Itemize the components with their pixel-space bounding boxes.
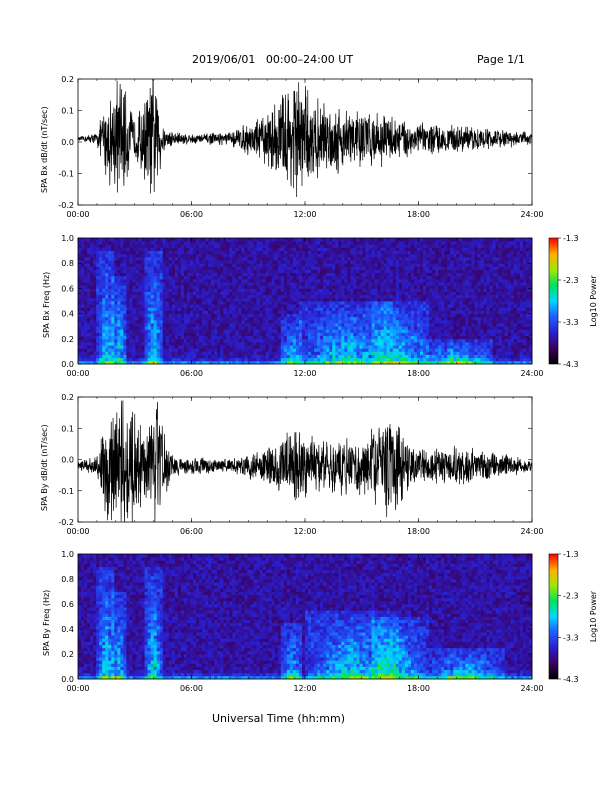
colorbar (548, 237, 559, 365)
colorbar-tick-label: -3.3 (563, 318, 579, 327)
y-tick-label: 0.0 (61, 456, 74, 465)
x-tick-label: 24:00 (520, 210, 543, 219)
colorbar-label: Log10 Power (589, 275, 598, 327)
y-tick-label: 0.8 (61, 259, 74, 268)
spectrogram (78, 554, 533, 680)
x-tick-label: 12:00 (293, 527, 316, 536)
y-tick-label: 0.2 (61, 75, 74, 84)
page-title: 2019/06/01 00:00–24:00 UT (192, 53, 354, 66)
x-tick-label: 24:00 (520, 369, 543, 378)
colorbar-tick-label: -1.3 (563, 234, 579, 243)
colorbar-tick-label: -1.3 (563, 550, 579, 559)
y-tick-label: -0.2 (58, 518, 74, 527)
x-tick-label: 00:00 (66, 527, 89, 536)
y-tick-label: 0.2 (61, 650, 74, 659)
x-tick-label: 12:00 (293, 369, 316, 378)
x-tick-label: 18:00 (407, 684, 430, 693)
y-tick-label: 0.4 (61, 625, 74, 634)
y-tick-label: 0.0 (61, 138, 74, 147)
colorbar-label: Log10 Power (589, 590, 598, 642)
y-tick-label: 0.2 (61, 393, 74, 402)
x-tick-label: 24:00 (520, 684, 543, 693)
x-tick-label: 12:00 (293, 684, 316, 693)
x-tick-label: 00:00 (66, 210, 89, 219)
y-tick-label: 1.0 (61, 550, 74, 559)
colorbar-tick-label: -2.3 (563, 276, 579, 285)
x-axis-title: Universal Time (hh:mm) (212, 712, 345, 725)
x-tick-label: 00:00 (66, 369, 89, 378)
x-tick-label: 00:00 (66, 684, 89, 693)
panel-2: -1.3 -2.3 -3.3 -4.3 Log10 Power 00:00 06:00 12:… (61, 234, 598, 378)
panel-4: -1.3 -2.3 -3.3 -4.3 Log10 Power 00:00 06:00 12:… (61, 550, 598, 693)
y-tick-label: 0.1 (61, 107, 74, 116)
y-tick-label: 0.6 (61, 600, 74, 609)
x-tick-label: 18:00 (407, 210, 430, 219)
colorbar-tick-label: -4.3 (563, 675, 579, 684)
x-tick-label: 06:00 (180, 369, 203, 378)
y-tick-label: 0.4 (61, 310, 74, 319)
x-tick-label: 18:00 (407, 369, 430, 378)
colorbar (548, 553, 559, 680)
y-tick-label: 0.8 (61, 575, 74, 584)
colorbar-tick-label: -2.3 (563, 592, 579, 601)
panel-3: 00:00 06:00 12:00 18:00 24:00 -0.2 -0.1 0.0 0.1 0… (58, 393, 543, 536)
spectrogram (78, 238, 533, 365)
x-tick-label: 12:00 (293, 210, 316, 219)
x-tick-label: 06:00 (180, 527, 203, 536)
x-tick-label: 24:00 (520, 527, 543, 536)
page-number: Page 1/1 (477, 53, 525, 66)
panel-1: 00:00 06:00 12:00 18:00 24:00 -0.2 -0.1 0.0 0.1 0… (58, 75, 543, 219)
y-tick-label: 0.6 (61, 284, 74, 293)
y-tick-label: -0.1 (58, 170, 74, 179)
y-tick-label: 0.0 (61, 675, 74, 684)
colorbar-tick-label: -4.3 (563, 360, 579, 369)
y-tick-label: 0.0 (61, 360, 74, 369)
x-tick-label: 06:00 (180, 684, 203, 693)
x-tick-label: 18:00 (407, 527, 430, 536)
y-tick-label: 1.0 (61, 234, 74, 243)
y-tick-label: 0.1 (61, 424, 74, 433)
y-tick-label: -0.2 (58, 201, 74, 210)
waveform-line (77, 400, 533, 523)
colorbar-tick-label: -3.3 (563, 633, 579, 642)
y-tick-label: 0.2 (61, 335, 74, 344)
x-tick-label: 06:00 (180, 210, 203, 219)
y-tick-label: -0.1 (58, 487, 74, 496)
waveform-line (77, 78, 533, 198)
